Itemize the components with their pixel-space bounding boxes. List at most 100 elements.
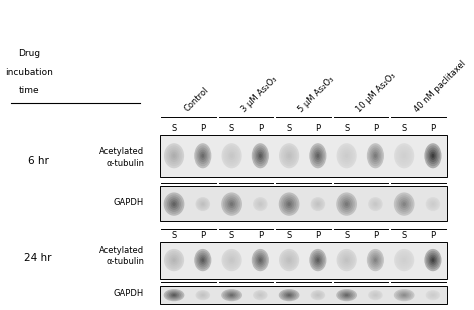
Ellipse shape [368, 145, 383, 166]
Ellipse shape [254, 198, 266, 210]
Ellipse shape [368, 290, 383, 300]
Ellipse shape [313, 292, 323, 299]
Ellipse shape [196, 251, 210, 269]
Ellipse shape [429, 293, 437, 298]
Ellipse shape [169, 149, 179, 162]
Ellipse shape [312, 253, 324, 268]
Ellipse shape [314, 293, 321, 298]
Ellipse shape [259, 258, 262, 262]
Ellipse shape [199, 201, 206, 208]
Ellipse shape [310, 249, 327, 271]
Ellipse shape [279, 143, 299, 168]
Ellipse shape [371, 199, 380, 209]
Ellipse shape [258, 202, 263, 206]
Ellipse shape [281, 194, 298, 214]
Ellipse shape [399, 149, 409, 162]
Text: 24 hr: 24 hr [24, 253, 52, 263]
Ellipse shape [169, 255, 179, 266]
Ellipse shape [367, 143, 384, 168]
Ellipse shape [253, 145, 267, 166]
Text: P: P [430, 231, 436, 240]
Ellipse shape [198, 199, 208, 209]
Ellipse shape [340, 147, 353, 164]
Ellipse shape [201, 294, 205, 297]
Ellipse shape [430, 294, 435, 297]
Text: Drug: Drug [18, 49, 40, 58]
Ellipse shape [373, 152, 378, 160]
Ellipse shape [284, 149, 294, 162]
Ellipse shape [341, 198, 352, 210]
Ellipse shape [255, 199, 265, 209]
Ellipse shape [254, 291, 266, 299]
Ellipse shape [257, 152, 263, 160]
Ellipse shape [281, 290, 298, 300]
Ellipse shape [199, 255, 207, 266]
Ellipse shape [316, 294, 320, 297]
Ellipse shape [279, 193, 300, 216]
Ellipse shape [256, 255, 264, 266]
Ellipse shape [165, 194, 182, 214]
Text: P: P [430, 124, 436, 133]
Text: P: P [373, 231, 378, 240]
Ellipse shape [373, 202, 378, 206]
Ellipse shape [255, 292, 265, 299]
Text: Acetylated: Acetylated [99, 148, 144, 157]
Ellipse shape [369, 198, 382, 210]
Ellipse shape [258, 294, 263, 297]
Text: GAPDH: GAPDH [114, 198, 144, 207]
Ellipse shape [315, 256, 321, 264]
Ellipse shape [200, 152, 206, 160]
Text: S: S [286, 124, 292, 133]
Ellipse shape [286, 152, 292, 160]
Text: 10 μM As₂O₃: 10 μM As₂O₃ [355, 71, 398, 113]
Ellipse shape [287, 154, 291, 158]
Ellipse shape [283, 147, 296, 164]
Ellipse shape [431, 258, 434, 262]
Ellipse shape [257, 293, 264, 298]
Ellipse shape [310, 290, 325, 300]
Ellipse shape [310, 143, 327, 168]
Ellipse shape [312, 198, 324, 210]
Ellipse shape [397, 291, 411, 299]
Ellipse shape [281, 145, 298, 166]
Ellipse shape [225, 253, 238, 268]
Text: 5 μM As₂O₃: 5 μM As₂O₃ [297, 74, 336, 113]
Ellipse shape [252, 143, 269, 168]
Ellipse shape [230, 294, 233, 296]
Ellipse shape [164, 289, 184, 301]
Text: P: P [200, 124, 205, 133]
Ellipse shape [197, 291, 209, 299]
Ellipse shape [286, 256, 292, 264]
Ellipse shape [313, 199, 323, 209]
Ellipse shape [257, 201, 264, 208]
Ellipse shape [427, 147, 438, 164]
Ellipse shape [427, 291, 439, 299]
Ellipse shape [340, 253, 353, 268]
Ellipse shape [165, 145, 182, 166]
Ellipse shape [343, 200, 350, 208]
Ellipse shape [396, 145, 412, 166]
Ellipse shape [225, 147, 238, 164]
Ellipse shape [255, 253, 266, 268]
Bar [160, 135, 447, 176]
Ellipse shape [432, 203, 434, 205]
Ellipse shape [199, 149, 207, 162]
Ellipse shape [201, 258, 204, 262]
Ellipse shape [342, 149, 352, 162]
Ellipse shape [317, 154, 319, 158]
Ellipse shape [314, 201, 321, 208]
Ellipse shape [227, 149, 237, 162]
Ellipse shape [345, 258, 348, 262]
Ellipse shape [401, 256, 408, 264]
Ellipse shape [338, 194, 356, 214]
Text: S: S [401, 124, 407, 133]
Ellipse shape [173, 154, 176, 158]
Ellipse shape [317, 258, 319, 262]
Ellipse shape [374, 294, 377, 296]
Ellipse shape [281, 251, 298, 269]
Ellipse shape [368, 251, 383, 269]
Ellipse shape [314, 255, 322, 266]
Bar [160, 241, 447, 278]
Text: GAPDH: GAPDH [114, 289, 144, 298]
Ellipse shape [196, 290, 210, 300]
